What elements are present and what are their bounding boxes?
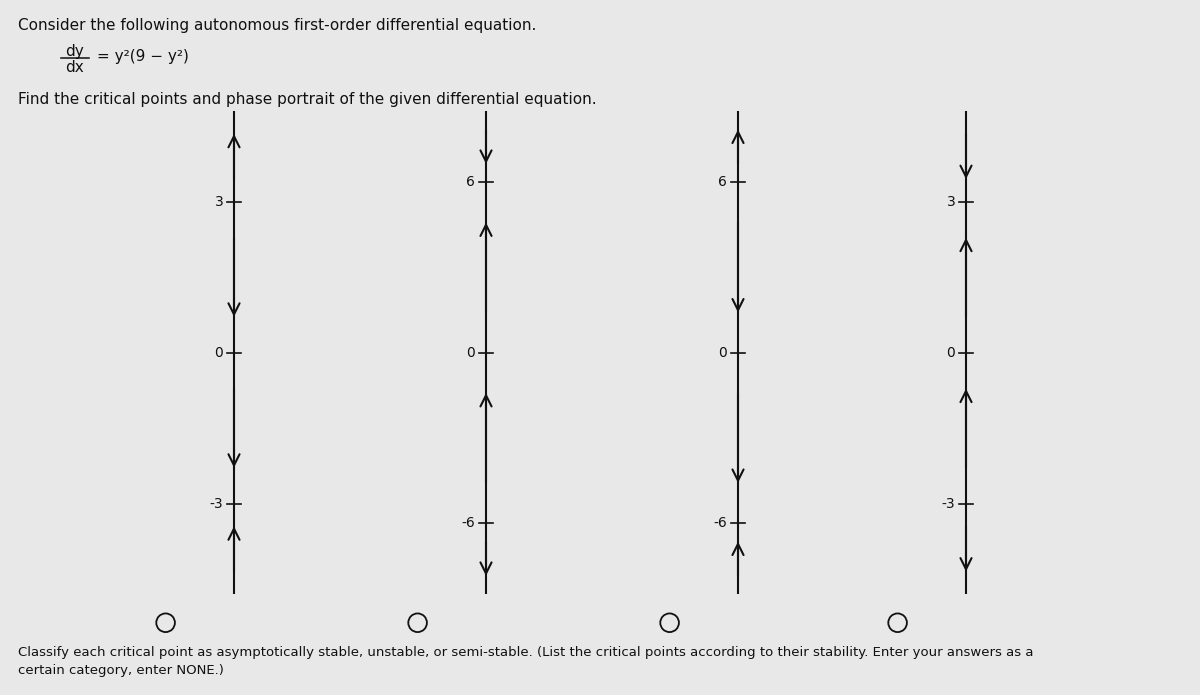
- Text: -3: -3: [942, 497, 955, 511]
- Text: = y²(9 − y²): = y²(9 − y²): [97, 49, 188, 65]
- Text: dy: dy: [66, 44, 84, 59]
- Text: -6: -6: [462, 516, 475, 530]
- Text: 6: 6: [719, 175, 727, 189]
- Text: -6: -6: [714, 516, 727, 530]
- Text: 0: 0: [719, 345, 727, 360]
- Text: 3: 3: [215, 195, 223, 208]
- Text: -3: -3: [210, 497, 223, 511]
- Text: Find the critical points and phase portrait of the given differential equation.: Find the critical points and phase portr…: [18, 92, 596, 107]
- Text: Consider the following autonomous first-order differential equation.: Consider the following autonomous first-…: [18, 18, 536, 33]
- Text: 0: 0: [215, 345, 223, 360]
- Text: 0: 0: [467, 345, 475, 360]
- Text: certain category, enter NONE.): certain category, enter NONE.): [18, 664, 224, 677]
- Text: 6: 6: [467, 175, 475, 189]
- Text: 3: 3: [947, 195, 955, 208]
- Text: Classify each critical point as asymptotically stable, unstable, or semi-stable.: Classify each critical point as asymptot…: [18, 646, 1033, 659]
- Text: 0: 0: [947, 345, 955, 360]
- Text: dx: dx: [66, 60, 84, 75]
